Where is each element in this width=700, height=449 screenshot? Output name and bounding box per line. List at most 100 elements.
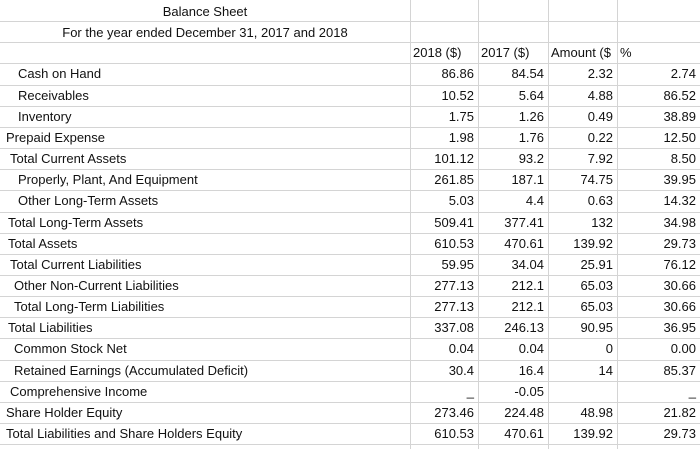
row-label: Other Non-Current Liabilities bbox=[14, 277, 179, 293]
cell-value: 277.13 bbox=[434, 277, 474, 293]
cell-value: 4.88 bbox=[587, 87, 613, 103]
row-line bbox=[0, 274, 700, 276]
cell-value: 610.53 bbox=[434, 426, 474, 441]
row-label: Prepaid Expense bbox=[6, 129, 106, 145]
row-line bbox=[0, 148, 700, 149]
cell-value: 0 bbox=[605, 341, 613, 357]
cell-value: 10.52 bbox=[441, 87, 474, 103]
cell-value: 261.85 bbox=[434, 172, 474, 188]
cell-value: 38.89 bbox=[663, 108, 696, 124]
cell-value: 30.66 bbox=[663, 277, 696, 293]
cell-value: 29.73 bbox=[663, 426, 696, 441]
row-label: Properly, Plant, And Equipment bbox=[18, 172, 198, 188]
row-label: Retained Earnings (Accumulated Deficit) bbox=[14, 362, 249, 378]
row-line bbox=[0, 317, 700, 319]
cell-value: 14.32 bbox=[663, 193, 696, 209]
row-label: Cash on Hand bbox=[18, 66, 102, 82]
cell-value: 39.95 bbox=[663, 172, 696, 188]
cell-value: 470.61 bbox=[504, 235, 544, 251]
row-line bbox=[0, 105, 700, 107]
cell-value: 277.13 bbox=[434, 299, 474, 315]
column-line bbox=[548, 0, 549, 449]
row-line bbox=[0, 63, 700, 65]
row-line bbox=[0, 126, 700, 128]
cell-value: 2.32 bbox=[587, 66, 613, 82]
row-label: Comprehensive Income bbox=[10, 383, 148, 399]
cell-value: 85.37 bbox=[663, 362, 696, 378]
row-label: Other Long-Term Assets bbox=[18, 193, 159, 209]
cell-value: 509.41 bbox=[434, 214, 474, 230]
row-line bbox=[0, 423, 700, 424]
column-header: Amount ($ bbox=[551, 45, 611, 61]
cell-value: 5.03 bbox=[448, 193, 474, 209]
row-label: Total Current Liabilities bbox=[10, 256, 142, 272]
cell-value: 65.03 bbox=[580, 277, 613, 293]
row-label: Total Long-Term Liabilities bbox=[14, 299, 165, 315]
cell-value: 337.08 bbox=[434, 320, 474, 336]
cell-value: 86.86 bbox=[441, 66, 474, 82]
cell-value: -0.05 bbox=[514, 383, 544, 399]
cell-value: 470.61 bbox=[504, 426, 544, 441]
cell-value: 48.98 bbox=[580, 404, 613, 420]
column-line bbox=[478, 0, 479, 449]
cell-value: 101.12 bbox=[434, 151, 474, 166]
cell-value: 0.04 bbox=[448, 341, 474, 357]
cell-value: 25.91 bbox=[580, 256, 613, 272]
row-line bbox=[0, 444, 700, 446]
row-label: Share Holder Equity bbox=[6, 404, 123, 420]
cell-value: 0.00 bbox=[670, 341, 696, 357]
cell-value: 1.26 bbox=[518, 108, 544, 124]
cell-value: 93.2 bbox=[518, 151, 544, 166]
row-label: Common Stock Net bbox=[14, 341, 127, 357]
cell-value: 139.92 bbox=[573, 426, 613, 441]
column-header: 2017 ($) bbox=[481, 45, 530, 61]
cell-value: 187.1 bbox=[511, 172, 544, 188]
cell-value: 5.64 bbox=[518, 87, 544, 103]
cell-value: 610.53 bbox=[434, 235, 474, 251]
cell-value: 65.03 bbox=[580, 299, 613, 315]
column-line bbox=[617, 0, 618, 449]
row-line bbox=[0, 169, 700, 171]
sheet-subtitle: For the year ended December 31, 2017 and… bbox=[62, 25, 348, 40]
cell-value: 74.75 bbox=[580, 172, 613, 188]
row-line bbox=[0, 232, 700, 234]
column-header: 2018 ($) bbox=[413, 45, 462, 61]
cell-value: 90.95 bbox=[580, 320, 613, 336]
cell-value: 132 bbox=[591, 214, 613, 230]
cell-value: 21.82 bbox=[663, 404, 696, 420]
cell-value: 30.66 bbox=[663, 299, 696, 315]
row-line bbox=[0, 296, 700, 298]
cell-value: 12.50 bbox=[663, 129, 696, 145]
cell-value: _ bbox=[466, 383, 474, 399]
cell-value: 16.4 bbox=[518, 362, 544, 378]
cell-value: 1.98 bbox=[448, 129, 474, 145]
cell-value: 30.4 bbox=[448, 362, 474, 378]
cell-value: 14 bbox=[598, 362, 613, 378]
row-line bbox=[0, 380, 700, 382]
row-line bbox=[0, 211, 700, 213]
sheet-title: Balance Sheet bbox=[162, 4, 248, 19]
row-line bbox=[0, 338, 700, 340]
row-line bbox=[0, 401, 700, 403]
column-header: % bbox=[620, 45, 632, 61]
cell-value: 0.63 bbox=[587, 193, 613, 209]
cell-value: 76.12 bbox=[663, 256, 696, 272]
row-line bbox=[0, 42, 700, 44]
cell-value: _ bbox=[688, 383, 696, 399]
row-label: Total Assets bbox=[8, 235, 78, 251]
cell-value: 86.52 bbox=[663, 87, 696, 103]
cell-value: 8.50 bbox=[670, 151, 696, 166]
row-label: Inventory bbox=[18, 108, 72, 124]
row-line bbox=[0, 253, 700, 255]
cell-value: 0.49 bbox=[587, 108, 613, 124]
row-label: Total Liabilities bbox=[8, 320, 93, 336]
row-line bbox=[0, 21, 700, 23]
cell-value: 7.92 bbox=[587, 151, 613, 166]
row-line bbox=[0, 359, 700, 361]
row-label: Receivables bbox=[18, 87, 89, 103]
row-line bbox=[0, 84, 700, 86]
cell-value: 224.48 bbox=[504, 404, 544, 420]
cell-value: 0.04 bbox=[518, 341, 544, 357]
cell-value: 246.13 bbox=[504, 320, 544, 336]
